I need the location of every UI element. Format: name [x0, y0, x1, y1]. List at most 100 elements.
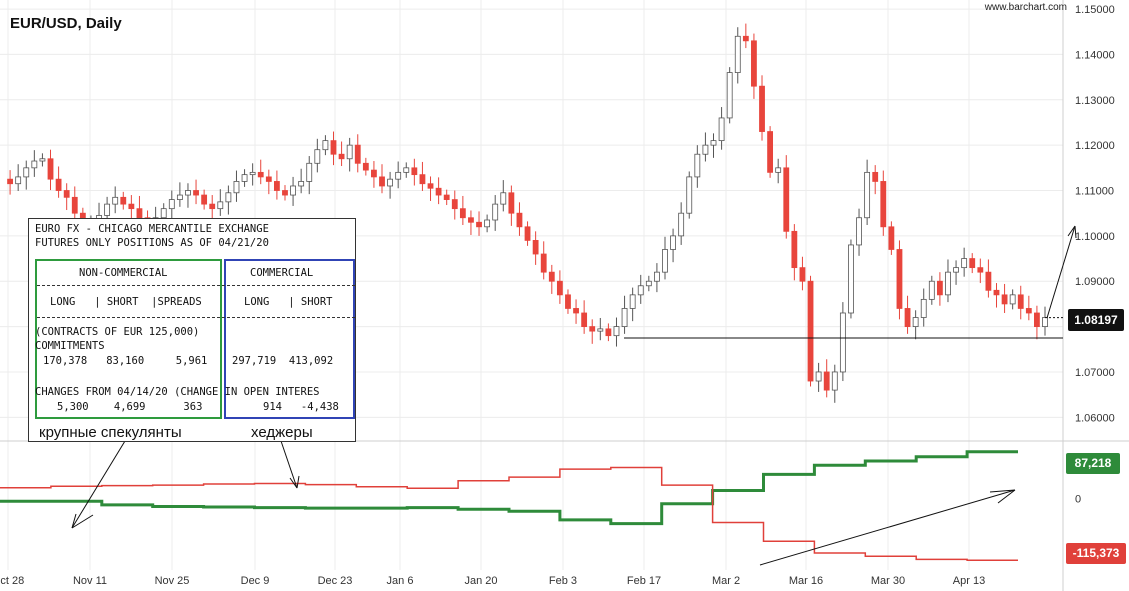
candle — [136, 208, 143, 219]
x-tick-label: Jan 6 — [387, 575, 414, 587]
speculators-annotation: крупные спекулянты — [39, 424, 182, 441]
candle — [476, 221, 482, 228]
candle — [217, 201, 224, 210]
candle — [710, 140, 717, 146]
x-tick-label: Oct 28 — [0, 575, 24, 587]
candle — [257, 171, 264, 178]
candle — [605, 328, 612, 337]
x-tick-label: Apr 13 — [953, 575, 985, 587]
candle — [314, 149, 321, 164]
candle — [977, 267, 984, 273]
candle — [662, 249, 668, 273]
x-tick-label: Jan 20 — [464, 575, 497, 587]
candle — [953, 267, 959, 273]
candle — [468, 217, 474, 223]
x-tick-label: Dec 23 — [318, 575, 353, 587]
candle — [767, 131, 774, 173]
candle — [403, 167, 410, 173]
candle — [573, 308, 579, 314]
chart-title: EUR/USD, Daily — [10, 15, 122, 32]
candle — [338, 153, 345, 160]
contracts-line: (CONTRACTS OF EUR 125,000) — [35, 326, 200, 338]
candle — [120, 196, 127, 205]
y-tick-label: 1.14000 — [1075, 49, 1115, 61]
candle — [597, 328, 604, 332]
candle — [524, 226, 531, 241]
candle — [734, 35, 741, 73]
candle — [23, 167, 30, 178]
candle — [856, 217, 862, 246]
arrow-head — [989, 489, 1016, 504]
candle — [427, 183, 434, 189]
candle — [193, 190, 199, 196]
y-tick-label: 1.12000 — [1075, 140, 1115, 152]
candle — [508, 192, 515, 214]
noncommercial-box — [35, 259, 222, 419]
candle — [815, 371, 822, 382]
candle — [233, 181, 240, 194]
candle — [306, 162, 313, 182]
candle — [540, 253, 547, 273]
y-tick-label: 1.07000 — [1075, 367, 1115, 379]
hedgers-arrow — [280, 440, 298, 489]
indicator-line — [0, 466, 1018, 561]
candle — [419, 174, 426, 185]
candle — [791, 230, 798, 269]
x-tick-label: Mar 2 — [712, 575, 740, 587]
candle — [1034, 312, 1040, 327]
candle — [55, 178, 62, 191]
x-tick-label: Mar 30 — [871, 575, 905, 587]
y-tick-label: 1.11000 — [1075, 186, 1114, 198]
candle — [354, 144, 361, 164]
candle — [201, 194, 208, 205]
candle — [985, 271, 992, 291]
commercial-value-tag: 87,218 — [1066, 453, 1120, 474]
changes-line: CHANGES FROM 04/14/20 (CHANGE IN OPEN IN… — [35, 386, 320, 398]
candle — [459, 208, 466, 219]
commitments-commercial: 297,719 413,092 — [232, 355, 334, 367]
candle — [548, 271, 555, 282]
candle — [872, 171, 879, 182]
candle — [839, 312, 846, 373]
candle — [168, 199, 175, 210]
candle — [1017, 294, 1024, 309]
candle — [484, 219, 491, 228]
candle — [532, 240, 539, 255]
candle — [379, 176, 385, 187]
zero-label: 0 — [1075, 493, 1081, 505]
candle — [443, 194, 450, 200]
candle — [589, 326, 596, 332]
user-drawings — [71, 225, 1077, 566]
candle — [807, 280, 814, 382]
candle — [31, 160, 38, 169]
cot-date-line: FUTURES ONLY POSITIONS AS OF 04/21/20 — [35, 237, 269, 249]
candle — [742, 35, 749, 42]
x-tick-label: Nov 25 — [155, 575, 190, 587]
candle — [928, 280, 935, 300]
candle — [516, 212, 523, 228]
candle — [637, 285, 644, 296]
arrow-head — [289, 475, 300, 489]
candle — [387, 178, 393, 187]
candle — [581, 312, 588, 327]
commercial-col-header: LONG | SHORT — [244, 296, 333, 308]
y-tick-label: 1.06000 — [1075, 412, 1115, 424]
candle — [904, 308, 911, 327]
candle — [686, 176, 693, 214]
candle — [718, 117, 725, 142]
candle — [912, 317, 919, 327]
candle — [209, 203, 216, 210]
noncommercial-header: NON-COMMERCIAL — [79, 267, 168, 279]
candle — [185, 190, 191, 196]
y-tick-label: 1.10000 — [1075, 231, 1115, 243]
candle — [322, 140, 329, 151]
x-tick-label: Nov 11 — [73, 575, 107, 587]
candle — [39, 158, 46, 162]
candle — [395, 171, 402, 180]
candle — [160, 208, 167, 219]
candle — [282, 190, 288, 196]
candle — [993, 289, 1000, 296]
candle — [1025, 308, 1032, 314]
candle — [969, 258, 976, 269]
watermark: www.barchart.com — [984, 2, 1067, 13]
